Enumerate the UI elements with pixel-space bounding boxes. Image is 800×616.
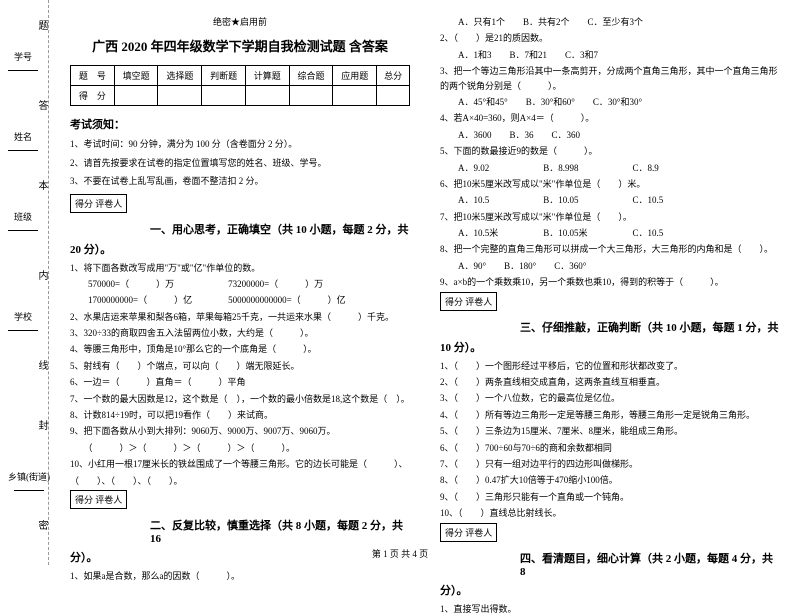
section4-cont: 分）。	[440, 582, 780, 598]
s3-q5: 5、（ ）三条边为15厘米、7厘米、8厘米，能组成三角形。	[440, 424, 780, 438]
s3-q8: 8、（ ）0.47扩大10倍等于470缩小100倍。	[440, 473, 780, 487]
secret-label: 绝密★启用前	[70, 15, 410, 28]
left-column: 绝密★启用前 广西 2020 年四年级数学下学期自我检测试题 含答案 题 号 填…	[60, 0, 420, 565]
s2-r5: 4、若A×40=360，则A×4＝（ ）。	[440, 111, 780, 125]
s2-r9: 6、把10米5厘米改写成以"米"作单位是（ ）米。	[440, 177, 780, 191]
side-char-xian: 线	[34, 360, 49, 370]
section1-title: 一、用心思考，正确填空（共 10 小题，每题 2 分，共	[70, 221, 410, 237]
s1-q5: 5、射线有（ ）个端点，可以向（ ）端无限延长。	[70, 359, 410, 373]
s1-q1a: 570000=（ ）万 73200000=（ ）万	[70, 277, 410, 291]
s2-r10: A．10.5 B．10.05 C．10.5	[440, 193, 780, 207]
side-char-mi: 密	[34, 520, 49, 530]
s1-q1: 1、将下面各数改写成用"万"或"亿"作单位的数。	[70, 261, 410, 275]
th-0: 题 号	[71, 66, 115, 86]
label-xiangzhen: 乡镇(街道)	[8, 470, 50, 493]
exam-title: 广西 2020 年四年级数学下学期自我检测试题 含答案	[70, 36, 410, 55]
td-1[interactable]	[114, 86, 158, 106]
s1-q8: 8、计数814÷19时，可以把19看作（ ）来试商。	[70, 408, 410, 422]
label-xuexiao: 学校	[8, 310, 38, 333]
score-box-2: 得分 评卷人	[70, 490, 127, 509]
notice-3: 3、不要在试卷上乱写乱画，卷面不整洁扣 2 分。	[70, 175, 410, 189]
score-box-1: 得分 评卷人	[70, 194, 127, 213]
label-xingming-text: 姓名	[8, 130, 38, 143]
section3-cont: 10 分）。	[440, 339, 780, 355]
s3-q6: 6、（ ）700÷60与70÷6的商和余数都相同	[440, 441, 780, 455]
s3-q1: 1、（ ）一个图形经过平移后，它的位置和形状都改变了。	[440, 359, 780, 373]
th-1: 填空题	[114, 66, 158, 86]
s2-r14: A．90° B．180° C．360°	[440, 259, 780, 273]
s3-q2: 2、（ ）两条直线相交成直角，这两条直线互相垂直。	[440, 375, 780, 389]
score-table: 题 号 填空题 选择题 判断题 计算题 综合题 应用题 总分 得 分	[70, 65, 410, 106]
td-3[interactable]	[202, 86, 246, 106]
score-value-row: 得 分	[71, 86, 410, 106]
section1-cont: 20 分）。	[70, 241, 410, 257]
s2-r2: A．1和3 B．7和21 C．3和7	[440, 48, 780, 62]
s3-q9: 9、（ ）三角形只能有一个直角或一个钝角。	[440, 490, 780, 504]
s2-r3: 3、把一个等边三角形沿其中一条高剪开，分成两个直角三角形，其中一个直角三角形的两…	[440, 64, 780, 93]
s1-q9: 9、把下面各数从小到大排列：9060万、9000万、9007万、9060万。	[70, 424, 410, 438]
score-box-3: 得分 评卷人	[440, 292, 497, 311]
s2-r4: A．45°和45° B．30°和60° C．30°和30°	[440, 95, 780, 109]
label-xingming: 姓名	[8, 130, 38, 153]
label-banji-text: 班级	[8, 210, 38, 223]
s3-q10: 10、（ ）直线总比射线长。	[440, 506, 780, 520]
s1-q2: 2、水果店运来苹果和梨各6箱，苹果每箱25千克，一共运来水果（ ）千克。	[70, 310, 410, 324]
binding-margin: 题 学号 答 姓名 本 班级 内 学校 线 封 乡镇(街道) 密	[0, 0, 55, 565]
side-char-da: 答	[34, 100, 49, 110]
th-4: 计算题	[245, 66, 289, 86]
side-char-ti: 题	[34, 20, 49, 30]
s2-r1: 2、（ ）是21的质因数。	[440, 31, 780, 45]
s1-q7: 7、一个数的最大因数是12，这个数是（ ），一个数的最小倍数是18,这个数是（ …	[70, 392, 410, 406]
th-5: 综合题	[289, 66, 333, 86]
page-footer: 第 1 页 共 4 页	[0, 547, 800, 560]
label-xiangzhen-text: 乡镇(街道)	[8, 470, 50, 483]
exam-page: 题 学号 答 姓名 本 班级 内 学校 线 封 乡镇(街道) 密 绝密★启用前 …	[0, 0, 800, 565]
label-banji: 班级	[8, 210, 38, 233]
s3-q3: 3、（ ）一个八位数，它的最高位是亿位。	[440, 391, 780, 405]
td-4[interactable]	[245, 86, 289, 106]
s1-q9a: （ ）＞（ ）＞（ ）＞（ ）。	[70, 441, 410, 455]
right-column: A．只有1个 B．共有2个 C．至少有3个 2、（ ）是21的质因数。 A．1和…	[430, 0, 790, 565]
s1-q3: 3、320÷33的商取四舍五入法留两位小数，大约是（ ）。	[70, 326, 410, 340]
s1-q10: 10、小红用一根17厘米长的铁丝围成了一个等腰三角形。它的边长可能是（ ）、	[70, 457, 410, 471]
s2-r7: 5、下面的数最接近9的数是（ ）。	[440, 144, 780, 158]
section3-title: 三、仔细推敲，正确判断（共 10 小题，每题 1 分，共	[440, 319, 780, 335]
s3-q7: 7、（ ）只有一组对边平行的四边形叫做梯形。	[440, 457, 780, 471]
s3-q4: 4、（ ）所有等边三角形一定是等腰三角形，等腰三角形一定是锐角三角形。	[440, 408, 780, 422]
s1-q6: 6、一边＝（ ）直角＝（ ）平角	[70, 375, 410, 389]
s4-q1: 1、直接写出得数。	[440, 602, 780, 616]
side-char-yao: 本	[34, 180, 49, 190]
th-6: 应用题	[333, 66, 377, 86]
label-xuehao-text: 学号	[8, 50, 38, 63]
s1-q4: 4、等腰三角形中，顶角是10°那么它的一个底角是（ ）。	[70, 342, 410, 356]
score-header-row: 题 号 填空题 选择题 判断题 计算题 综合题 应用题 总分	[71, 66, 410, 86]
score-box-4: 得分 评卷人	[440, 523, 497, 542]
th-7: 总分	[377, 66, 410, 86]
td-0: 得 分	[71, 86, 115, 106]
td-5[interactable]	[289, 86, 333, 106]
s1-q10a: （ ）、（ ）、（ ）。	[70, 474, 410, 488]
s2-r12: A．10.5米 B．10.05米 C．10.5	[440, 226, 780, 240]
section2-title: 二、反复比较，慎重选择（共 8 小题，每题 2 分，共 16	[70, 517, 410, 545]
s2-r11: 7、把10米5厘米改写成以"米"作单位是（ ）。	[440, 210, 780, 224]
notice-title: 考试须知：	[70, 116, 410, 132]
s2-q1: 1、如果a是合数，那么a的因数（ ）。	[70, 569, 410, 583]
label-xuexiao-text: 学校	[8, 310, 38, 323]
side-char-nei: 内	[34, 270, 49, 280]
s2-r0: A．只有1个 B．共有2个 C．至少有3个	[440, 15, 780, 29]
s2-r6: A．3600 B．36 C．360	[440, 128, 780, 142]
th-2: 选择题	[158, 66, 202, 86]
td-2[interactable]	[158, 86, 202, 106]
notice-2: 2、请首先按要求在试卷的指定位置填写您的姓名、班级、学号。	[70, 157, 410, 171]
td-7[interactable]	[377, 86, 410, 106]
s2-r8: A．9.02 B．8.998 C．8.9	[440, 161, 780, 175]
th-3: 判断题	[202, 66, 246, 86]
s2-r13: 8、把一个完整的直角三角形可以拼成一个大三角形，大三角形的内角和是（ ）。	[440, 242, 780, 256]
notice-1: 1、考试时间：90 分钟，满分为 100 分（含卷面分 2 分）。	[70, 138, 410, 152]
td-6[interactable]	[333, 86, 377, 106]
label-xuehao: 学号	[8, 50, 38, 73]
s2-r15: 9、a×b的一个乘数乘10，另一个乘数也乘10，得到的积等于（ ）。	[440, 275, 780, 289]
side-char-feng: 封	[34, 420, 49, 430]
s1-q1b: 1700000000=（ ）亿 5000000000000=（ ）亿	[70, 293, 410, 307]
